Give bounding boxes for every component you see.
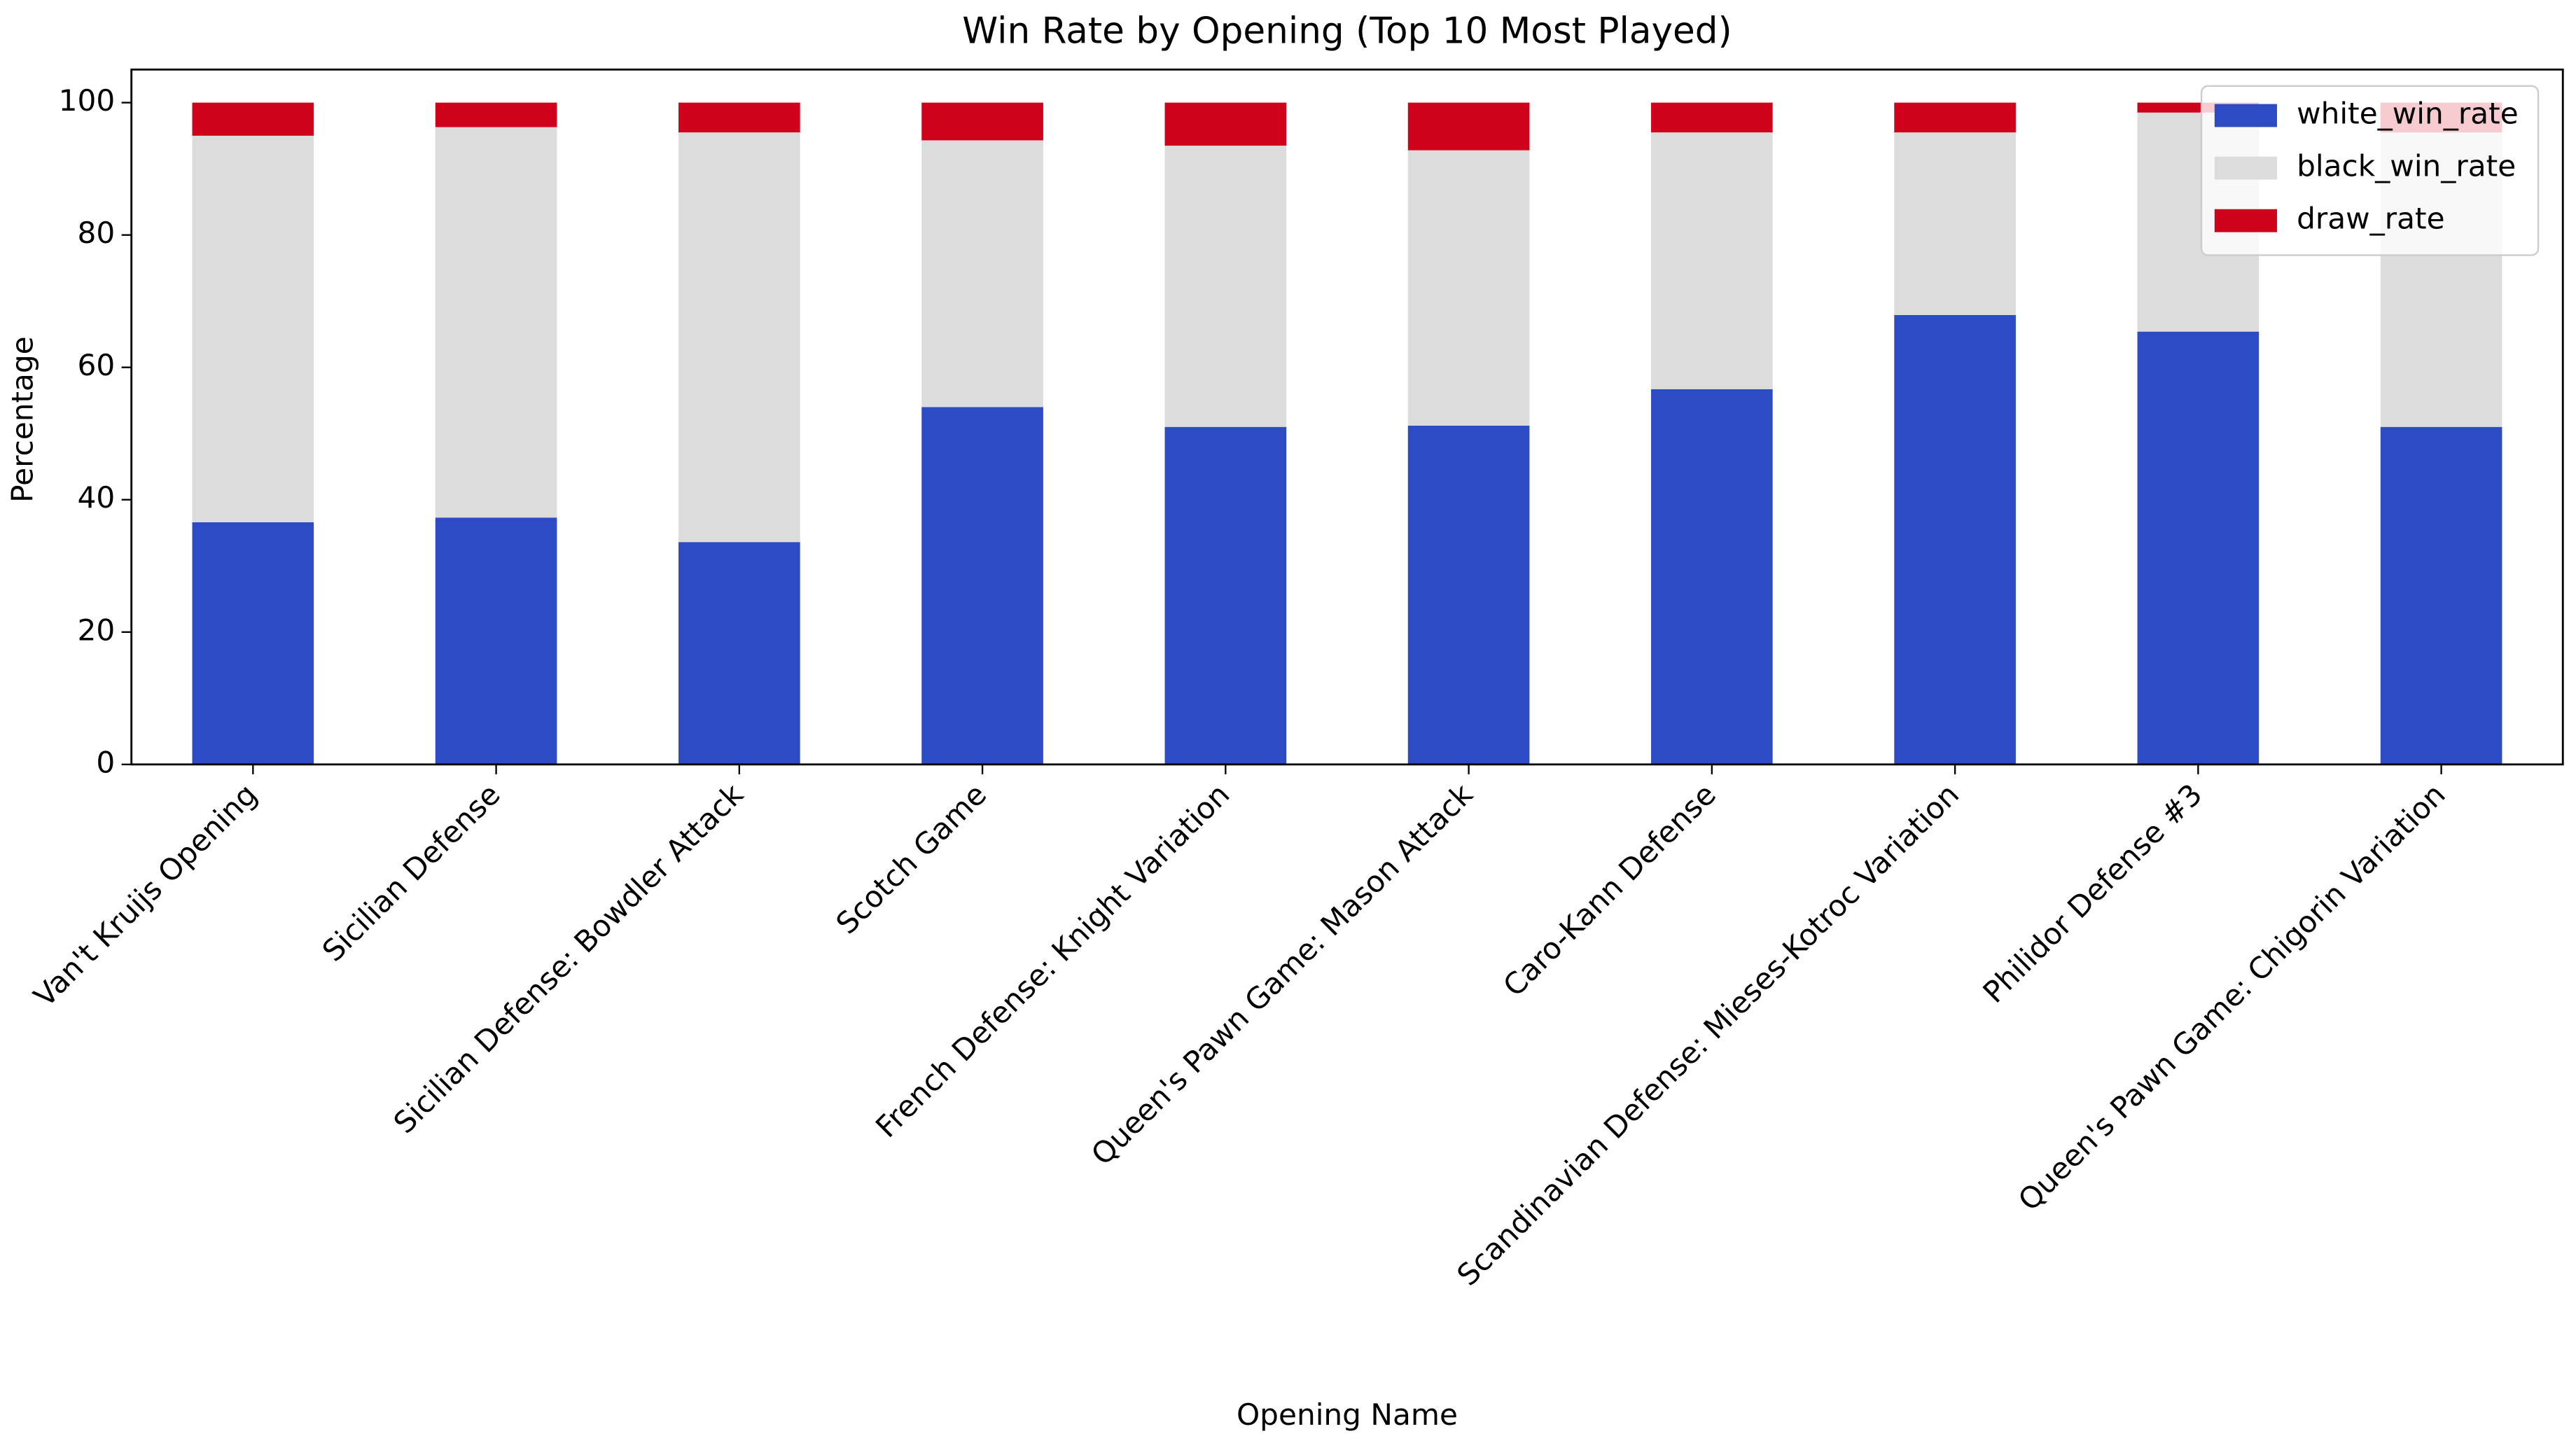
y-axis-label: Percentage	[6, 336, 40, 503]
legend-label: white_win_rate	[2297, 97, 2519, 131]
bar-segment	[192, 522, 314, 765]
bar-segment	[1651, 389, 1773, 765]
bar-segment	[1164, 426, 1287, 765]
bar-segment	[435, 127, 557, 518]
y-tick-label: 80	[78, 216, 116, 250]
y-tick-label: 40	[78, 480, 116, 515]
bar-segment	[192, 135, 314, 522]
x-tick-label: Caro-Kann Defense	[1496, 777, 1722, 1003]
x-axis-label: Opening Name	[1237, 1397, 1458, 1432]
bar-segment	[921, 407, 1043, 765]
bar-segment	[1407, 425, 1530, 765]
legend-label: draw_rate	[2297, 202, 2444, 236]
x-tick-label: Van't Kruijs Opening	[27, 777, 264, 1014]
bar-segment	[435, 102, 557, 127]
x-tick-label: Scandinavian Defense: Mieses-Kotroc Vari…	[1450, 777, 1965, 1292]
bar-segment	[192, 102, 314, 136]
bar-segment	[1164, 102, 1287, 146]
bar-segment	[1894, 315, 2016, 765]
legend-swatch	[2214, 156, 2277, 180]
bar-segment	[678, 542, 800, 765]
bar-segment	[1894, 102, 2016, 133]
x-tick-label: Sicilian Defense	[316, 777, 507, 968]
x-tick-label: Queen's Pawn Game: Chigorin Variation	[2012, 777, 2452, 1218]
y-tick-label: 0	[96, 745, 115, 779]
bar-segment	[1164, 146, 1287, 427]
bar-segment	[2380, 426, 2502, 765]
bar-segment	[678, 102, 800, 133]
x-tick-label: Queen's Pawn Game: Mason Attack	[1085, 777, 1480, 1172]
legend: white_win_rate black_win_rate draw_rate	[2200, 85, 2540, 256]
legend-label: black_win_rate	[2297, 149, 2516, 183]
bar-segment	[435, 517, 557, 765]
bar-segment	[1407, 102, 1530, 151]
axes-frame	[130, 68, 2564, 766]
x-tick-label: Scotch Game	[830, 777, 994, 941]
legend-swatch	[2214, 104, 2277, 127]
y-tick-label: 20	[78, 613, 116, 647]
legend-swatch	[2214, 209, 2277, 232]
x-tick-label: Philidor Defense #3	[1977, 777, 2209, 1010]
bar-segment	[1651, 102, 1773, 133]
y-tick-label: 60	[78, 348, 116, 382]
bar-segment	[2137, 331, 2260, 765]
bar-segment	[1651, 132, 1773, 389]
y-tick-label: 100	[59, 83, 116, 118]
bar-segment	[1894, 132, 2016, 316]
legend-box	[2200, 85, 2540, 256]
bar-segment	[921, 140, 1043, 407]
chart-title: Win Rate by Opening (Top 10 Most Played)	[962, 11, 1732, 53]
bar-segment	[678, 132, 800, 543]
plot-area	[192, 102, 2502, 765]
bar-segment	[1407, 150, 1530, 426]
bar-segment	[921, 102, 1043, 141]
